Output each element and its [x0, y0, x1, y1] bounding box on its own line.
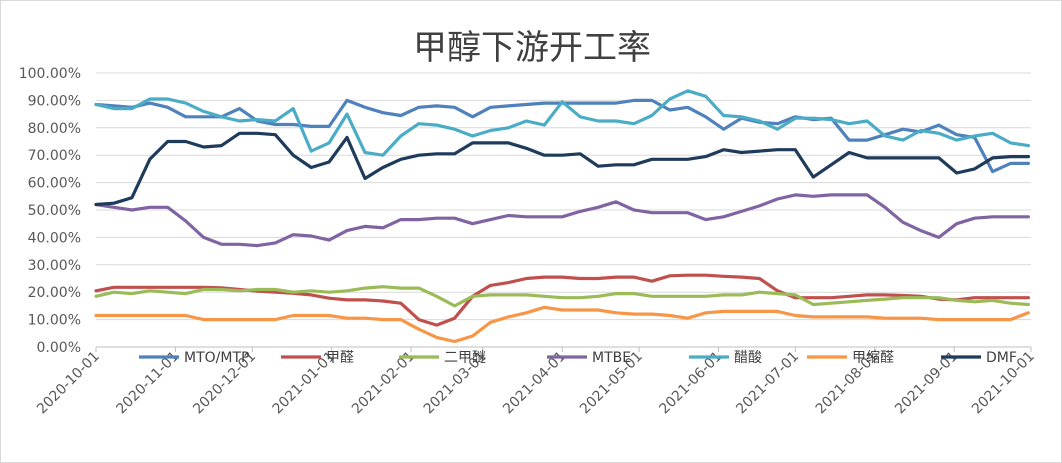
legend-item: MTO/MTP	[139, 350, 249, 366]
y-tick-label: 40.00%	[28, 230, 81, 246]
gridlines	[96, 72, 1031, 348]
series-line	[94, 285, 1031, 308]
legend-label: 二甲醚	[444, 350, 486, 366]
legend-label: MTO/MTP	[184, 350, 249, 366]
legend-label: 醋酸	[734, 350, 762, 366]
series-line	[94, 89, 1031, 157]
y-tick-label: 20.00%	[28, 285, 81, 301]
y-tick-label: 30.00%	[28, 258, 81, 274]
legend-item: 醋酸	[689, 350, 762, 366]
y-tick-label: 50.00%	[28, 203, 81, 219]
x-tick-label: 2021-04-01	[500, 349, 569, 418]
y-tick-label: 60.00%	[28, 176, 81, 192]
legend: MTO/MTP 甲醛 二甲醚 MTBE 醋酸 甲缩醛 DMF	[139, 350, 1017, 366]
x-tick-label: 2020-11-01	[113, 349, 182, 418]
x-tick-label: 2020-10-01	[34, 349, 103, 418]
x-tick-label: 2021-06-01	[656, 349, 725, 418]
legend-label: 甲缩醛	[852, 350, 894, 366]
legend-label: 甲醛	[326, 350, 354, 366]
legend-item: 甲缩醛	[807, 350, 894, 366]
series-line	[94, 305, 1031, 344]
x-tick-label: 2021-02-01	[349, 349, 418, 418]
y-axis: 0.00% 10.00% 20.00% 30.00% 40.00% 50.00% 60.00…	[19, 66, 81, 356]
chart-title: 甲醇下游开工率	[413, 28, 651, 68]
y-tick-label: 80.00%	[28, 121, 81, 137]
legend-label: DMF	[986, 350, 1017, 366]
y-tick-label: 100.00%	[19, 66, 81, 82]
y-tick-label: 0.00%	[37, 340, 81, 356]
legend-item: 二甲醚	[399, 350, 486, 366]
y-tick-label: 70.00%	[28, 148, 81, 164]
legend-item: 甲醛	[281, 350, 354, 366]
y-tick-label: 10.00%	[28, 313, 81, 329]
legend-label: MTBE	[592, 350, 631, 366]
legend-item: MTBE	[547, 350, 631, 366]
series-layer	[94, 89, 1031, 344]
y-tick-label: 90.00%	[28, 93, 81, 109]
series-line	[94, 131, 1031, 207]
legend-item: DMF	[941, 350, 1017, 366]
x-tick-label: 2021-09-01	[892, 349, 961, 418]
series-line	[94, 193, 1031, 248]
